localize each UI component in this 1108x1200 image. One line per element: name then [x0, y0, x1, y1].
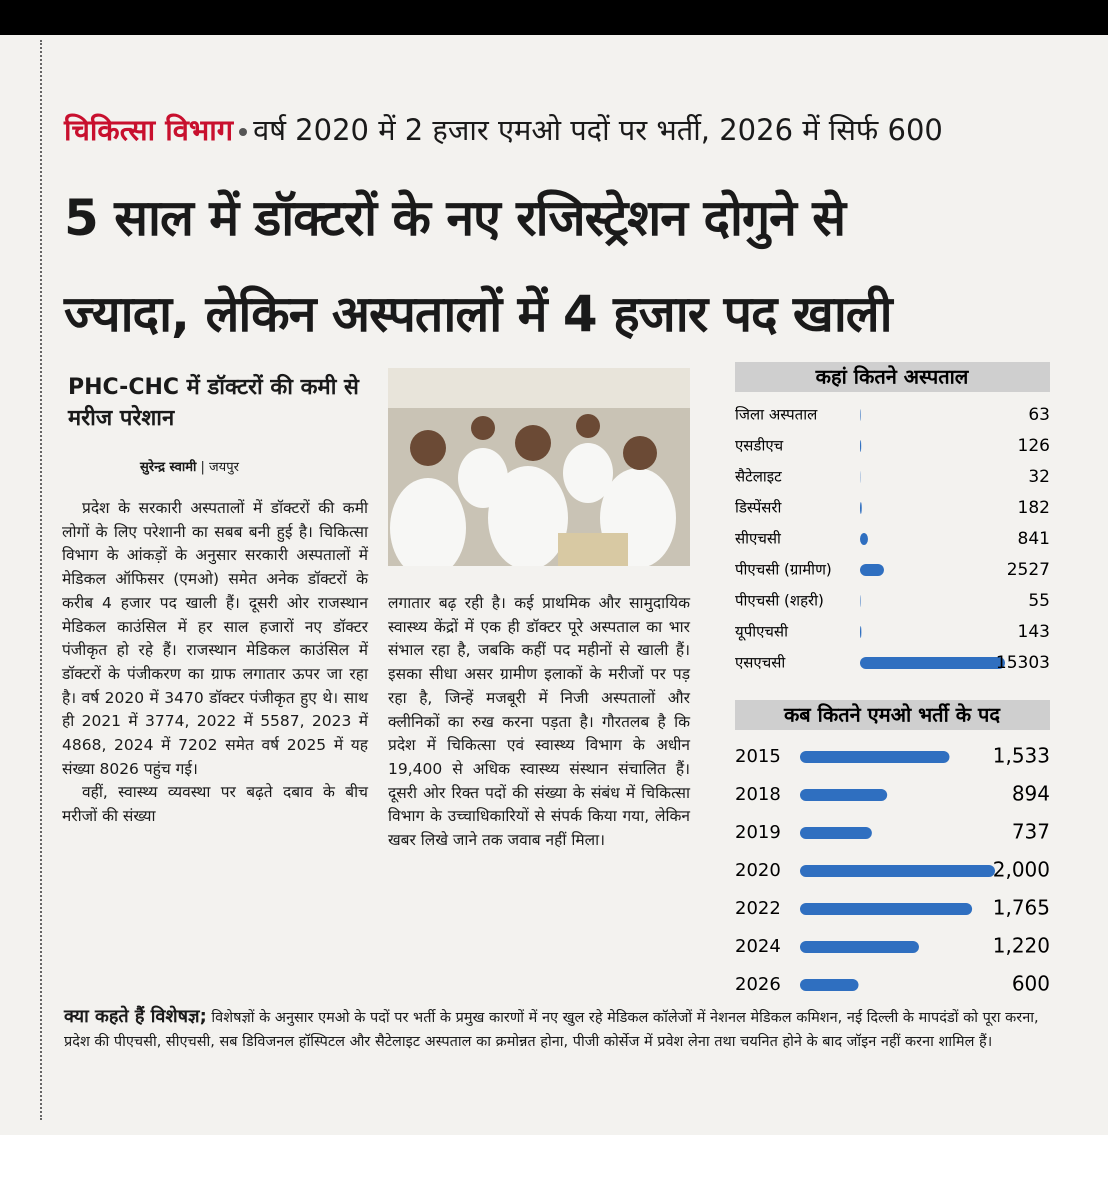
headline: 5 साल में डॉक्टरों के नए रजिस्ट्रेशन दोग…	[64, 189, 846, 247]
chart-title-bg	[735, 362, 1050, 392]
expert-label: क्या कहते हैं विशेषज्ञ;	[64, 1006, 207, 1027]
bar	[860, 409, 861, 421]
value-label: 63	[1028, 405, 1050, 425]
category-label: 2015	[735, 746, 781, 767]
body-column: लगातार बढ़ रही है। कई प्राथमिक और सामुदा…	[388, 592, 690, 853]
chart-title: कहां कितने अस्पताल	[815, 365, 970, 389]
bar	[860, 564, 884, 576]
value-label: 894	[1012, 782, 1050, 806]
value-label: 737	[1012, 820, 1050, 844]
charts: कहां कितने अस्पताल जिला अस्पताल 63 एसडीएच 12…	[735, 362, 1050, 996]
paragraph: प्रदेश के सरकारी अस्पतालों में डॉक्टरों …	[62, 499, 368, 778]
expert-box: क्या कहते हैं विशेषज्ञ; विशेषज्ञों के अन…	[64, 1005, 1054, 1054]
value-label: 182	[1018, 498, 1050, 518]
bar	[800, 827, 872, 839]
chart-title-bg	[735, 700, 1050, 730]
bar	[800, 941, 919, 953]
category-label: 2024	[735, 936, 781, 957]
category-label: यूपीएचसी	[735, 623, 789, 642]
category-label: जिला अस्पताल	[735, 406, 818, 424]
expert-text: विशेषज्ञों के अनुसार एमओ के पदों पर भर्त…	[64, 1010, 1039, 1050]
value-label: 143	[1018, 622, 1050, 642]
category-label: 2022	[735, 898, 781, 919]
category-label: 2026	[735, 974, 781, 995]
category-label: एसएचसी	[735, 654, 786, 672]
body-column: प्रदेश के सरकारी अस्पतालों में डॉक्टरों …	[62, 497, 368, 829]
value-label: 1,220	[993, 934, 1050, 958]
newspaper	[0, 35, 1108, 1135]
chart-title: कब कितने एमओ भर्ती के पद	[783, 703, 1001, 727]
category-label: सैटेलाइट	[735, 468, 782, 486]
value-label: 1,765	[993, 896, 1050, 920]
paragraph: लगातार बढ़ रही है। कई प्राथमिक और सामुदा…	[388, 594, 690, 850]
value-label: 15303	[996, 653, 1050, 673]
paragraph: वहीं, स्वास्थ्य व्यवस्था पर बढ़ते दबाव क…	[62, 783, 368, 826]
bar	[860, 440, 862, 452]
section: चिकित्सा विभाग	[64, 113, 234, 147]
value-label: 32	[1028, 467, 1050, 487]
kicker: चिकित्सा विभाग वर्ष 2020 में 2 हजार एमओ प…	[64, 110, 943, 149]
bar	[860, 502, 862, 514]
category-label: पीएचसी (ग्रामीण)	[735, 561, 832, 579]
bar	[860, 595, 861, 607]
bar	[800, 979, 859, 991]
kicker-text: वर्ष 2020 में 2 हजार एमओ पदों पर भर्ती, …	[253, 113, 943, 147]
value-label: 1,533	[993, 744, 1050, 768]
bar	[860, 533, 868, 545]
headline: ज्यादा, लेकिन अस्पतालों में 4 हजार पद खा…	[64, 285, 893, 343]
category-label: 2020	[735, 860, 781, 881]
bar	[860, 626, 862, 638]
bar	[800, 865, 995, 877]
category-label: 2019	[735, 822, 781, 843]
byline: सुरेन्द्र स्वामी | जयपुर	[140, 460, 239, 475]
value-label: 2527	[1007, 560, 1050, 580]
value-label: 2,000	[993, 858, 1050, 882]
value-label: 600	[1012, 972, 1050, 996]
bullet	[239, 128, 248, 136]
top-bar	[0, 0, 1108, 35]
value-label: 841	[1018, 529, 1050, 549]
category-label: पीएचसी (शहरी)	[735, 592, 824, 610]
bar	[800, 789, 888, 801]
author: सुरेन्द्र स्वामी	[140, 460, 197, 475]
category-label: एसडीएच	[735, 437, 784, 455]
bar	[800, 903, 973, 915]
bar	[800, 751, 950, 763]
value-label: 126	[1018, 436, 1050, 456]
category-label: सीएचसी	[735, 530, 782, 548]
subhead: PHC-CHC में डॉक्टरों की कमी से मरीज परेश…	[68, 375, 359, 431]
value-label: 55	[1028, 591, 1050, 611]
bar	[860, 657, 1005, 669]
category-label: 2018	[735, 784, 781, 805]
category-label: डिस्पेंसरी	[735, 499, 783, 517]
photo	[388, 368, 690, 566]
column-rule	[40, 40, 42, 1120]
place: जयपुर	[209, 460, 239, 475]
